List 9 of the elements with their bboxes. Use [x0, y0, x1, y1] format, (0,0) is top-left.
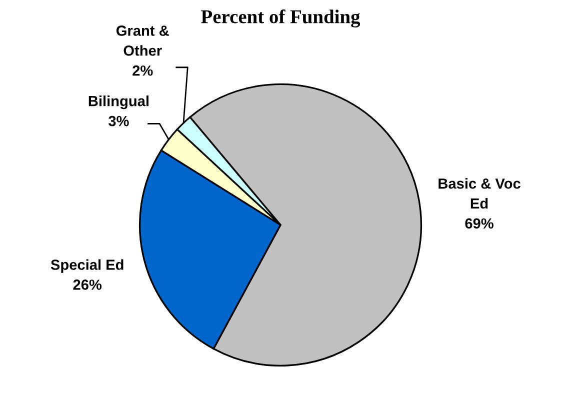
- data-label: 3%: [108, 116, 129, 126]
- slice-label: Bilingual: [88, 96, 148, 110]
- data-label: 2%: [132, 65, 153, 76]
- data-label: 69%: [465, 218, 494, 229]
- slice-label: Grant & Other: [116, 26, 169, 56]
- data-label: 26%: [73, 280, 102, 290]
- slice-label: Basic & Voc Ed: [438, 178, 520, 209]
- chart-title: Percent of Funding: [201, 9, 360, 28]
- slice-label: Special Ed: [50, 259, 124, 273]
